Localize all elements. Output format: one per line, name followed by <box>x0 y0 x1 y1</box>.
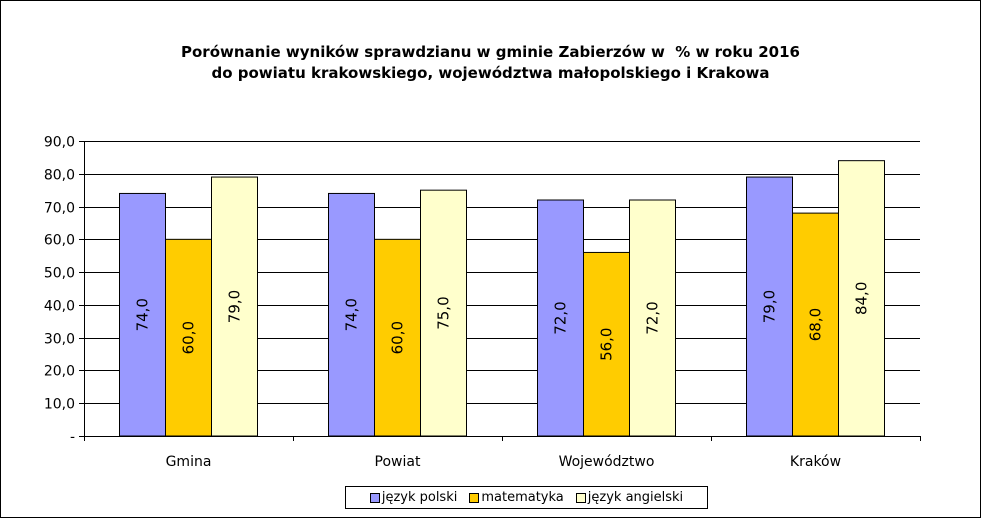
legend-swatch-matematyka <box>469 492 480 503</box>
x-tick-label: Kraków <box>790 454 841 470</box>
y-tick-label: 60,0 <box>44 233 75 249</box>
x-tick-label: Powiat <box>375 454 421 470</box>
chart-title-line-1: Porównanie wyników sprawdzianu w gminie … <box>181 43 800 61</box>
legend-swatch-angielski <box>575 492 586 503</box>
data-label-polski: 74,0 <box>343 298 361 331</box>
bar-angielski <box>420 189 467 437</box>
data-label-angielski: 72,0 <box>644 301 662 334</box>
data-label-angielski: 84,0 <box>853 282 871 315</box>
data-label-matematyka: 60,0 <box>180 321 198 354</box>
y-tick-label: 50,0 <box>44 266 75 282</box>
data-label-matematyka: 68,0 <box>807 308 825 341</box>
bar-polski <box>119 192 166 437</box>
data-label-angielski: 79,0 <box>226 290 244 323</box>
legend-item-angielski: język angielski <box>575 490 684 505</box>
data-label-matematyka: 60,0 <box>389 321 407 354</box>
chart-title: Porównanie wyników sprawdzianu w gminie … <box>0 42 981 84</box>
y-tick-label: 20,0 <box>44 364 75 380</box>
bar-polski <box>746 176 793 437</box>
bar-matematyka <box>374 238 421 437</box>
bar-angielski <box>838 160 885 437</box>
y-tick-label: - <box>70 430 75 446</box>
bar-angielski <box>629 199 676 437</box>
x-tick-label: Województwo <box>559 454 655 470</box>
data-label-angielski: 75,0 <box>435 296 453 329</box>
legend-item-matematyka: matematyka <box>469 490 564 505</box>
y-tick-label: 30,0 <box>44 332 75 348</box>
bar-matematyka <box>165 238 212 437</box>
bar-matematyka <box>792 212 839 437</box>
bar-angielski <box>211 176 258 437</box>
y-tick-label: 40,0 <box>44 299 75 315</box>
x-tick-label: Gmina <box>166 454 212 470</box>
legend-label-polski: język polski <box>381 490 458 505</box>
y-tick-label: 90,0 <box>44 135 75 151</box>
y-tick-label: 10,0 <box>44 397 75 413</box>
y-tick-label: 70,0 <box>44 201 75 217</box>
y-tick-label: 80,0 <box>44 168 75 184</box>
data-label-matematyka: 56,0 <box>598 328 616 361</box>
legend-swatch-polski <box>369 492 380 503</box>
legend-label-matematyka: matematyka <box>481 490 564 505</box>
legend-item-polski: język polski <box>369 490 458 505</box>
legend-label-angielski: język angielski <box>587 490 684 505</box>
chart-legend: język polski matematyka język angielski <box>345 486 708 509</box>
chart-title-line-2: do powiatu krakowskiego, województwa mał… <box>211 64 770 82</box>
data-label-polski: 79,0 <box>761 290 779 323</box>
bar-matematyka <box>583 251 630 437</box>
data-label-polski: 74,0 <box>134 298 152 331</box>
bar-polski <box>537 199 584 437</box>
data-label-polski: 72,0 <box>552 301 570 334</box>
bar-polski <box>328 192 375 437</box>
